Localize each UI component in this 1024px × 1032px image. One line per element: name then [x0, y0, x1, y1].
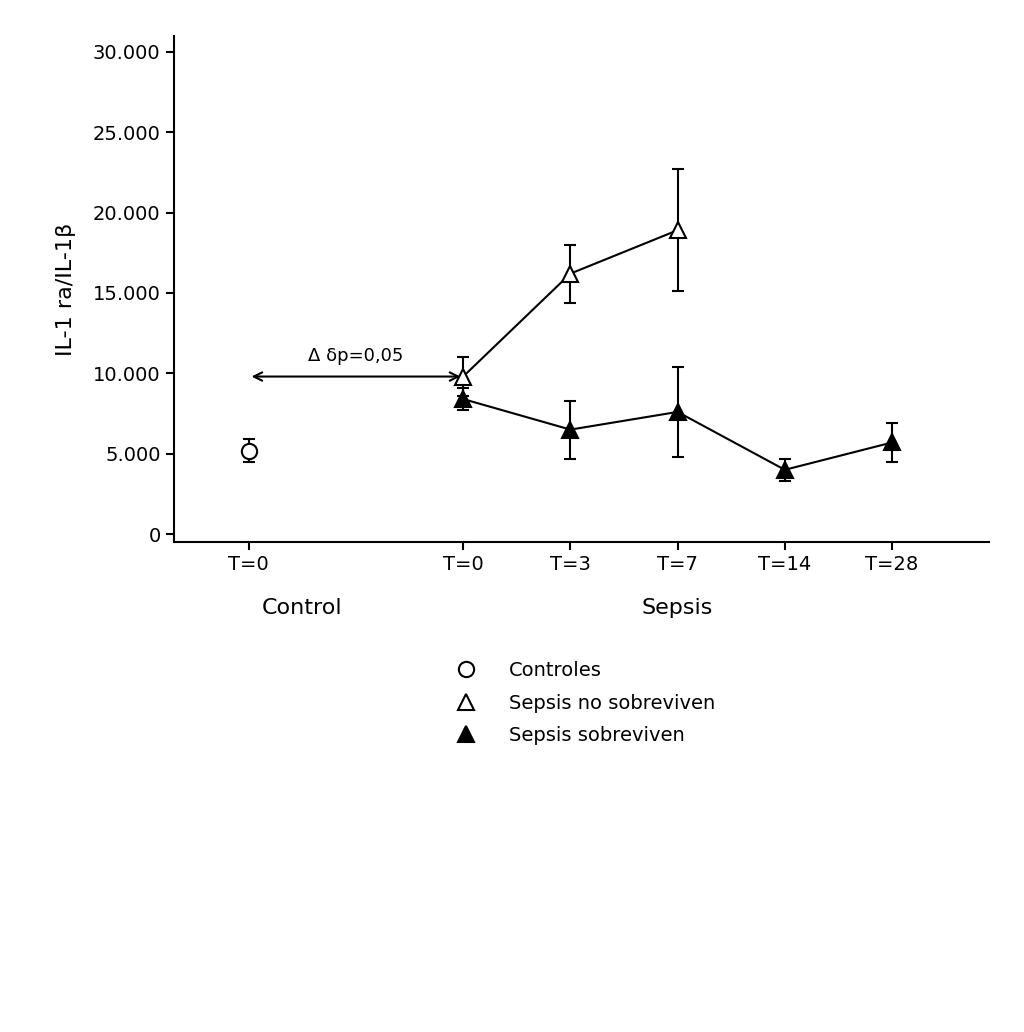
- Text: Sepsis: Sepsis: [642, 599, 714, 618]
- Y-axis label: IL-1 ra/IL-1β: IL-1 ra/IL-1β: [56, 222, 76, 356]
- Text: Δ δp=0,05: Δ δp=0,05: [308, 348, 403, 365]
- Legend: Controles, Sepsis no sobreviven, Sepsis sobreviven: Controles, Sepsis no sobreviven, Sepsis …: [439, 653, 723, 753]
- Text: Control: Control: [262, 599, 343, 618]
